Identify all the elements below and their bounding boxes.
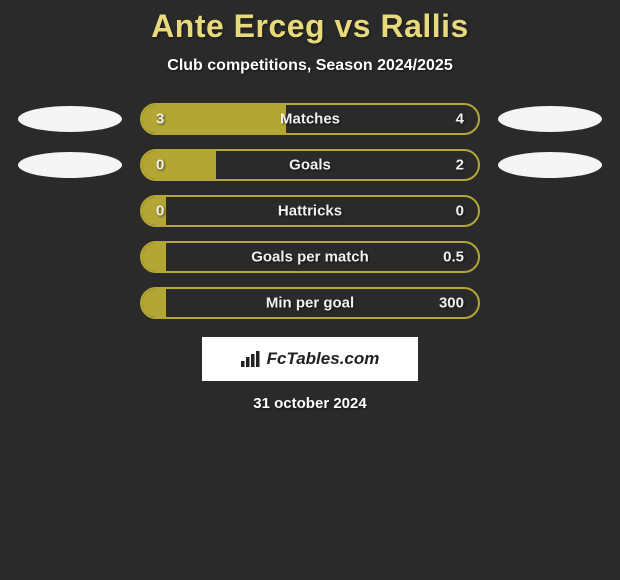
stat-right-value: 4 [456, 111, 464, 128]
comparison-infographic: Ante Erceg vs Rallis Club competitions, … [0, 0, 620, 412]
brand-text: FcTables.com [267, 349, 380, 369]
stat-label: Hattricks [278, 203, 342, 220]
player-left-oval [18, 106, 122, 132]
stat-right-value: 0.5 [443, 249, 464, 266]
stat-row: Goals per match 0.5 [0, 241, 620, 273]
stat-row: 3 Matches 4 [0, 103, 620, 135]
stat-label: Goals [289, 157, 331, 174]
bars-icon [241, 351, 261, 367]
stat-row: 0 Goals 2 [0, 149, 620, 181]
stat-right-value: 2 [456, 157, 464, 174]
stat-row: 0 Hattricks 0 [0, 195, 620, 227]
brand-badge: FcTables.com [202, 337, 418, 381]
stat-label: Matches [280, 111, 340, 128]
stat-left-value: 0 [156, 157, 164, 174]
bars-list: 3 Matches 4 0 Goals 2 0 Hattricks 0 Goals per mat… [0, 103, 620, 319]
stat-right-value: 300 [439, 295, 464, 312]
stat-bar-fill [142, 289, 166, 317]
stat-bar-fill [142, 151, 216, 179]
stat-bar: Goals per match 0.5 [140, 241, 480, 273]
player-right-oval [498, 152, 602, 178]
player-right-oval [498, 106, 602, 132]
stat-bar: 0 Goals 2 [140, 149, 480, 181]
player-left-oval [18, 152, 122, 178]
stat-bar: 3 Matches 4 [140, 103, 480, 135]
stat-label: Goals per match [251, 249, 369, 266]
page-title: Ante Erceg vs Rallis [0, 8, 620, 45]
stat-right-value: 0 [456, 203, 464, 220]
date-label: 31 october 2024 [0, 395, 620, 412]
stat-left-value: 3 [156, 111, 164, 128]
stat-bar: 0 Hattricks 0 [140, 195, 480, 227]
stat-row: Min per goal 300 [0, 287, 620, 319]
stat-bar-fill [142, 243, 166, 271]
stat-label: Min per goal [266, 295, 354, 312]
stat-left-value: 0 [156, 203, 164, 220]
stat-bar: Min per goal 300 [140, 287, 480, 319]
subtitle: Club competitions, Season 2024/2025 [0, 57, 620, 75]
